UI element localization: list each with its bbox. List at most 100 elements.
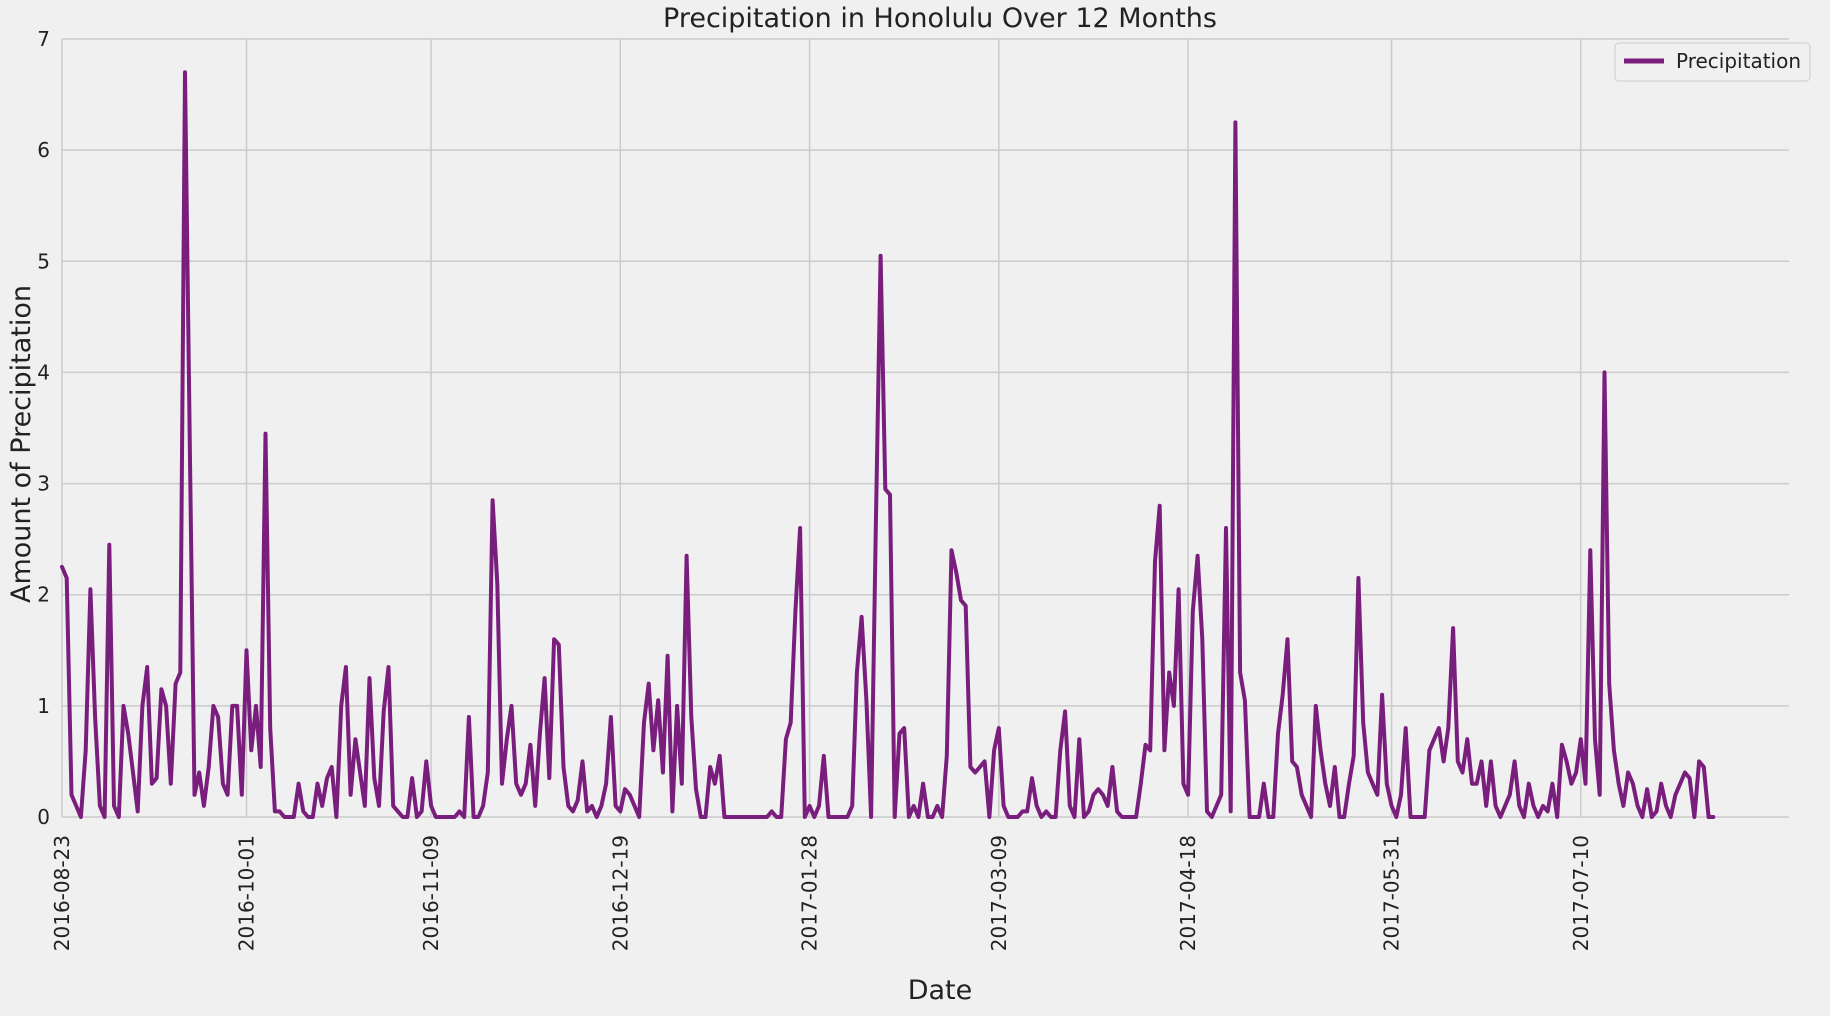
data-point <box>562 765 565 769</box>
x-tick-label: 2016-11-09 <box>419 835 443 951</box>
data-point <box>1323 782 1327 786</box>
data-point <box>599 804 603 808</box>
data-point <box>1489 759 1493 763</box>
data-point <box>718 754 722 758</box>
data-point <box>902 726 906 730</box>
data-point <box>235 704 239 708</box>
data-point <box>264 432 267 436</box>
data-point <box>860 615 864 619</box>
data-point <box>1191 609 1195 613</box>
x-tick-label: 2016-08-23 <box>50 835 74 951</box>
data-point <box>1418 815 1422 819</box>
data-point <box>387 665 390 669</box>
data-point <box>1077 737 1081 741</box>
data-point <box>1267 815 1270 819</box>
y-tick-label: 4 <box>37 360 50 384</box>
data-point <box>211 704 215 708</box>
data-point <box>1101 793 1105 797</box>
data-point <box>670 809 674 813</box>
data-point <box>1002 804 1006 808</box>
data-point <box>510 704 513 708</box>
data-point <box>491 498 495 502</box>
data-point <box>1200 637 1204 641</box>
data-point <box>964 604 968 608</box>
data-point <box>519 793 523 797</box>
data-point <box>732 815 736 819</box>
data-point <box>874 526 878 530</box>
data-point <box>145 665 149 669</box>
data-point <box>207 765 211 769</box>
data-point <box>1087 809 1091 813</box>
data-point <box>1129 815 1133 819</box>
data-point <box>401 815 405 819</box>
chart-title: Precipitation in Honolulu Over 12 Months <box>663 3 1217 34</box>
data-point <box>1115 809 1119 813</box>
data-point <box>552 637 556 641</box>
data-point <box>713 782 717 786</box>
data-point <box>642 721 646 724</box>
data-point <box>950 548 953 552</box>
data-point <box>1276 732 1280 736</box>
data-point <box>760 815 764 819</box>
data-point <box>1480 759 1483 763</box>
data-point <box>112 804 116 808</box>
data-point <box>1517 804 1521 808</box>
data-point <box>1603 370 1606 374</box>
data-point <box>415 815 419 819</box>
legend-label: Precipitation <box>1676 49 1801 73</box>
data-point <box>98 804 102 808</box>
data-point <box>528 743 532 747</box>
data-point <box>1106 804 1110 808</box>
data-point <box>1271 815 1275 819</box>
data-point <box>779 815 783 819</box>
data-point <box>1139 782 1143 786</box>
data-point <box>869 815 873 819</box>
data-point <box>978 765 982 769</box>
data-point <box>987 815 991 819</box>
data-point <box>931 815 935 819</box>
data-point <box>1006 815 1010 819</box>
data-point <box>1702 765 1706 769</box>
data-point <box>893 815 897 819</box>
data-point <box>453 815 457 819</box>
data-point <box>1546 809 1550 813</box>
data-point <box>372 776 376 780</box>
data-point <box>694 787 698 791</box>
data-point <box>1144 743 1147 747</box>
data-point <box>1560 743 1564 747</box>
data-point <box>1304 804 1308 808</box>
data-point <box>595 815 599 819</box>
data-point <box>1650 815 1654 819</box>
data-point <box>916 815 920 819</box>
data-point <box>278 809 282 813</box>
data-point <box>472 815 476 819</box>
data-point <box>514 782 518 786</box>
data-point <box>1385 782 1389 786</box>
data-point <box>457 809 461 813</box>
data-point <box>907 815 911 819</box>
data-point <box>1451 626 1455 630</box>
data-point <box>330 765 334 769</box>
data-point <box>391 804 395 808</box>
data-point <box>1598 793 1602 797</box>
data-point <box>547 776 551 780</box>
data-point <box>202 804 206 808</box>
data-point <box>633 804 636 808</box>
data-point <box>1025 809 1029 813</box>
data-point <box>1290 759 1294 763</box>
data-point <box>1054 815 1058 819</box>
data-point <box>1347 782 1351 786</box>
data-point <box>93 715 97 719</box>
data-point <box>637 815 641 819</box>
data-point <box>1697 759 1701 763</box>
data-point <box>382 709 386 713</box>
data-point <box>699 815 703 819</box>
y-tick-label: 5 <box>37 249 50 273</box>
data-point <box>1579 737 1583 741</box>
data-point <box>524 782 528 786</box>
data-point <box>193 793 196 797</box>
y-tick-label: 2 <box>37 583 50 607</box>
data-point <box>268 726 272 730</box>
data-point <box>983 759 987 763</box>
data-point <box>708 765 712 769</box>
